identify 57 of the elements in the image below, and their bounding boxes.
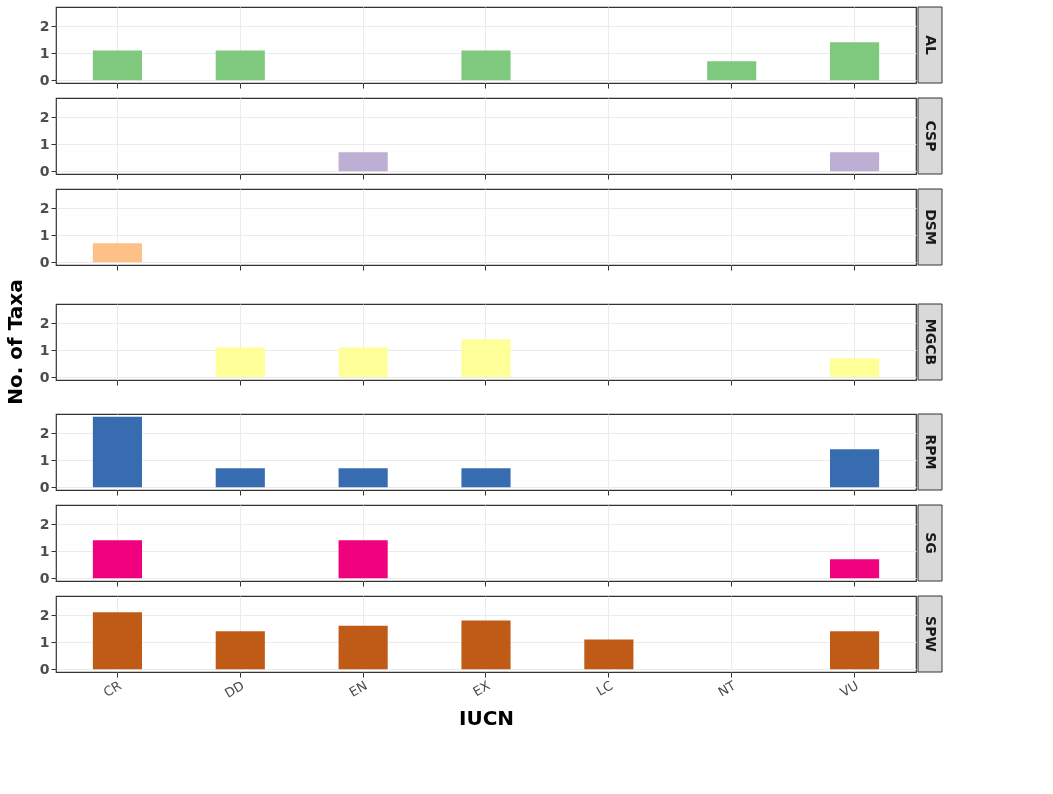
y-tick-label: 1: [39, 341, 50, 358]
y-tick-label: 0: [39, 253, 50, 270]
y-tick-label: 2: [39, 424, 50, 441]
y-tick-label: 2: [39, 515, 50, 532]
bar: [707, 61, 757, 81]
bar: [830, 449, 880, 488]
y-tick-label: 0: [39, 660, 50, 677]
y-tick-label: 0: [39, 162, 50, 179]
y-tick-label: 2: [39, 314, 50, 331]
bar: [92, 416, 142, 488]
y-tick-label: 2: [39, 108, 50, 125]
y-tick-label: 1: [39, 135, 50, 152]
bar: [461, 50, 511, 81]
y-tick-label: 1: [39, 542, 50, 559]
x-axis-title: IUCN: [458, 705, 515, 730]
bar: [215, 347, 265, 378]
x-tick-label: DD: [221, 677, 247, 701]
y-tick-label: 1: [39, 451, 50, 468]
y-tick-label: 1: [39, 633, 50, 650]
bar: [461, 468, 511, 488]
bar: [830, 631, 880, 670]
bar: [830, 42, 880, 81]
y-axis-title: No. of Taxa: [3, 279, 27, 405]
y-tick-label: 2: [39, 199, 50, 216]
bar: [338, 347, 388, 378]
bar: [338, 468, 388, 488]
x-tick-label: LC: [593, 677, 616, 699]
x-tick-label: VU: [837, 677, 862, 700]
text: SG: [923, 532, 939, 554]
text: CSP: [923, 120, 939, 152]
bar: [461, 620, 511, 670]
bar: [92, 50, 142, 81]
y-tick-label: 1: [39, 226, 50, 243]
text: AL: [923, 35, 939, 55]
y-tick-label: 2: [39, 606, 50, 623]
x-tick-label: CR: [100, 677, 124, 700]
bar: [215, 468, 265, 488]
y-tick-label: 0: [39, 478, 50, 495]
x-tick-label: EN: [346, 677, 370, 700]
text: RPM: [923, 434, 939, 470]
bar: [215, 50, 265, 81]
bar: [830, 358, 880, 378]
bar: [92, 612, 142, 670]
y-tick-label: 1: [39, 44, 50, 61]
bar: [215, 631, 265, 670]
x-tick-label: NT: [715, 677, 739, 700]
bar: [338, 625, 388, 670]
text: MGCB: [923, 318, 939, 366]
x-tick-label: EX: [470, 677, 493, 700]
y-tick-label: 0: [39, 368, 50, 385]
y-tick-label: 0: [39, 71, 50, 88]
text: DSM: [923, 209, 939, 245]
bar: [461, 339, 511, 378]
bar: [584, 639, 634, 670]
text: SPW: [923, 616, 939, 652]
y-tick-label: 0: [39, 569, 50, 586]
y-tick-label: 2: [39, 17, 50, 34]
